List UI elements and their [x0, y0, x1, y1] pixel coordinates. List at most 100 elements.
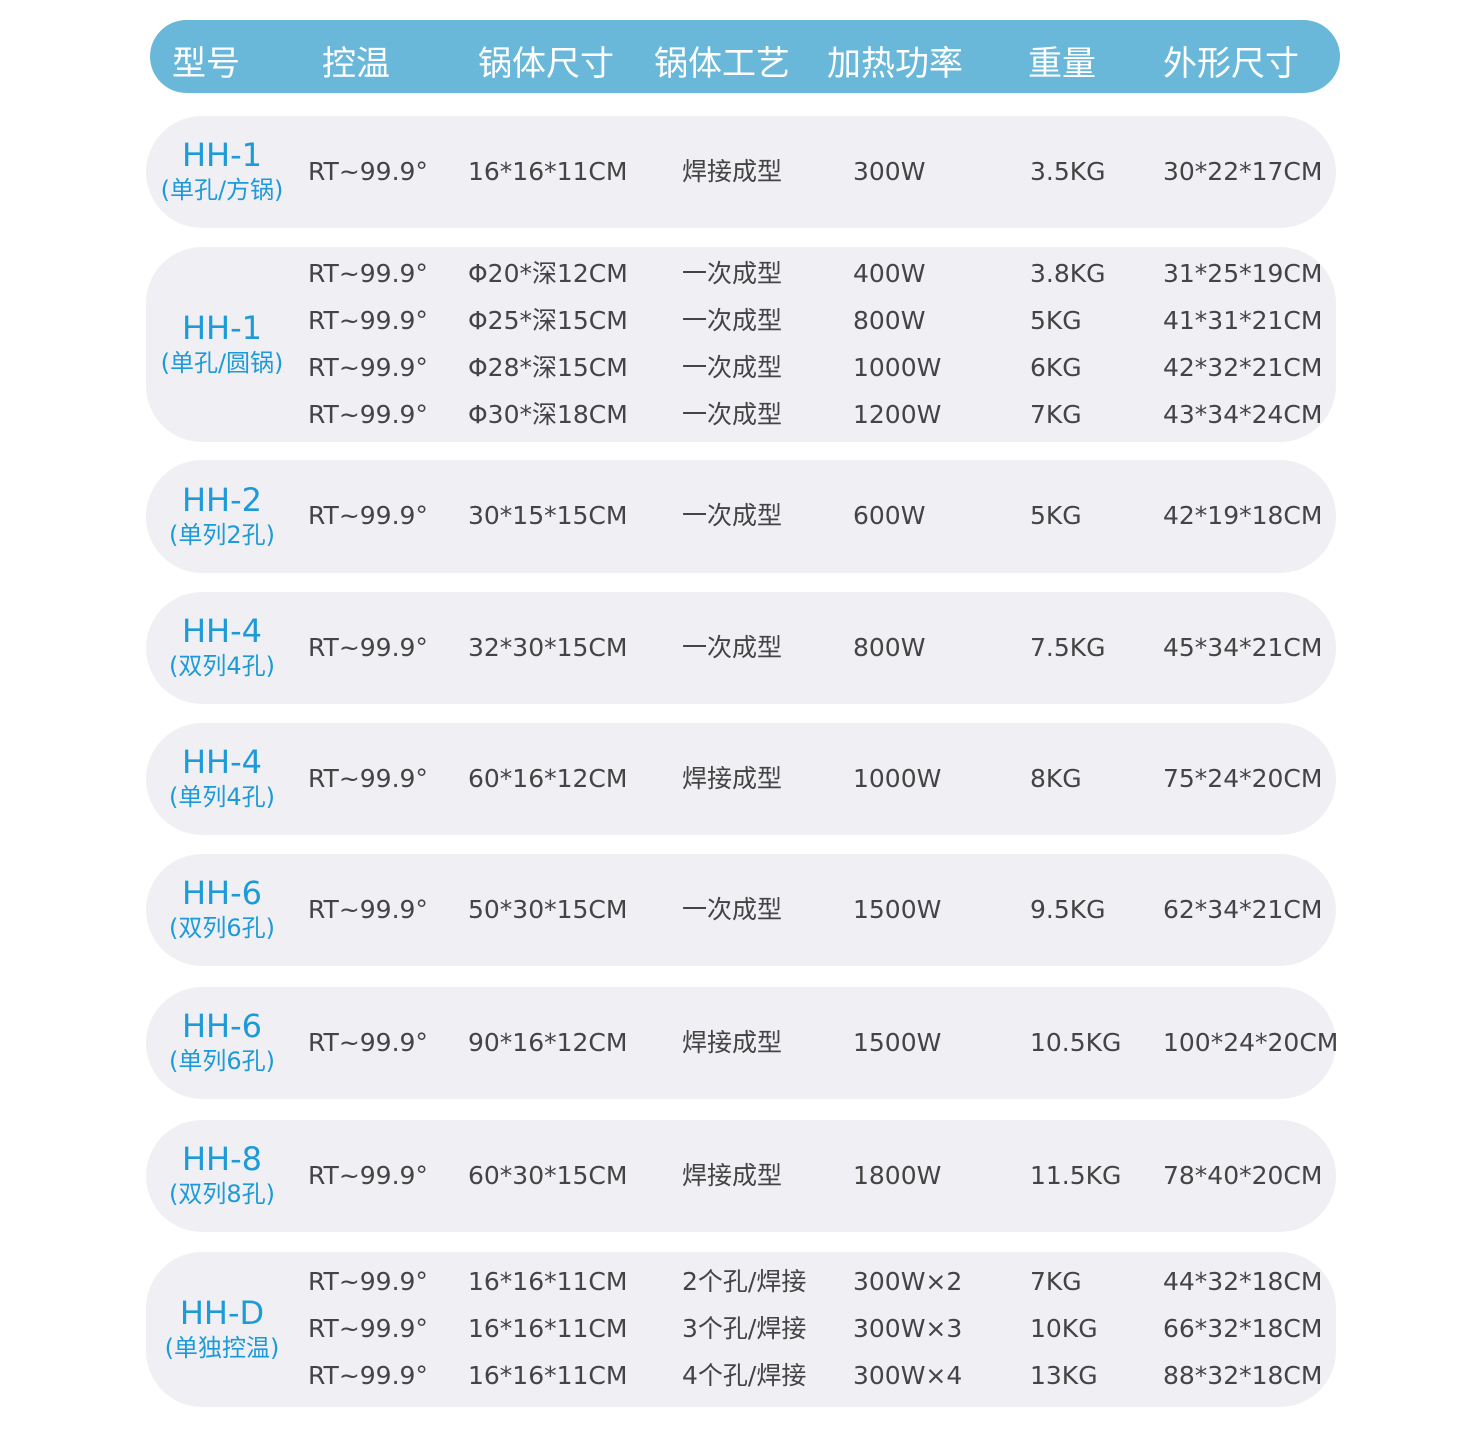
- header-dimensions: 外形尺寸: [1163, 44, 1299, 84]
- cell-heating-power: 1000W: [853, 763, 942, 793]
- model-variant: (单列6孔): [169, 1047, 275, 1075]
- table-row: HH-1 (单孔/方锅) RT~99.9° 16*16*11CM 焊接成型 300W 3.5…: [146, 116, 1336, 228]
- cell-weight: 5KG: [1030, 305, 1082, 335]
- cell-pot-size: 60*16*12CM: [468, 763, 628, 793]
- spec-line: RT~99.9° 60*16*12CM 焊接成型 1000W 8KG 75*24*20CM: [146, 759, 1336, 799]
- model-name: HH-1: [181, 136, 263, 174]
- model-variant: (单列4孔): [169, 783, 275, 811]
- cell-temp-control: RT~99.9°: [308, 1314, 428, 1343]
- cell-weight: 10.5KG: [1030, 1027, 1122, 1057]
- header-pot-size: 锅体尺寸: [478, 44, 614, 84]
- model-cell: HH-6 (单列6孔): [146, 1007, 298, 1077]
- cell-pot-craft: 一次成型: [682, 305, 783, 335]
- cell-weight: 13KG: [1030, 1361, 1098, 1390]
- cell-dimensions: 42*32*21CM: [1163, 352, 1323, 382]
- model-variant: (单孔/方锅): [160, 176, 284, 204]
- model-cell: HH-2 (单列2孔): [146, 481, 298, 551]
- model-name: HH-D: [179, 1293, 265, 1332]
- cell-temp-control: RT~99.9°: [308, 1160, 428, 1190]
- cell-heating-power: 1500W: [853, 894, 942, 924]
- cell-heating-power: 1800W: [853, 1160, 942, 1190]
- model-cell: HH-D (单独控温): [146, 1294, 298, 1364]
- cell-heating-power: 300W×3: [853, 1314, 963, 1343]
- cell-pot-size: Φ20*深12CM: [468, 258, 628, 288]
- cell-temp-control: RT~99.9°: [308, 894, 428, 924]
- cell-dimensions: 42*19*18CM: [1163, 501, 1323, 530]
- cell-heating-power: 1500W: [853, 1027, 942, 1057]
- cell-weight: 9.5KG: [1030, 894, 1106, 924]
- cell-pot-size: 30*15*15CM: [468, 501, 628, 530]
- cell-temp-control: RT~99.9°: [308, 258, 428, 288]
- cell-dimensions: 75*24*20CM: [1163, 763, 1323, 793]
- header-model: 型号: [172, 44, 240, 84]
- model-variant: (单独控温): [164, 1333, 280, 1362]
- cell-pot-craft: 焊接成型: [682, 763, 783, 793]
- cell-heating-power: 1200W: [853, 399, 942, 429]
- model-variant: (双列8孔): [169, 1180, 275, 1208]
- spec-line: RT~99.9° 16*16*11CM 焊接成型 300W 3.5KG 30*22*17C…: [146, 152, 1336, 192]
- model-name: HH-6: [181, 1007, 263, 1045]
- cell-temp-control: RT~99.9°: [308, 352, 428, 382]
- spec-line: RT~99.9° 16*16*11CM 2个孔/焊接 300W×2 7KG 44*32*1…: [146, 1262, 1336, 1302]
- spec-line: RT~99.9° 32*30*15CM 一次成型 800W 7.5KG 45*34*21C…: [146, 628, 1336, 668]
- cell-pot-craft: 4个孔/焊接: [682, 1361, 807, 1390]
- cell-pot-size: 16*16*11CM: [468, 1314, 628, 1343]
- cell-heating-power: 1000W: [853, 352, 942, 382]
- cell-weight: 7.5KG: [1030, 632, 1106, 662]
- table-row: HH-4 (单列4孔) RT~99.9° 60*16*12CM 焊接成型 1000W 8KG…: [146, 723, 1336, 835]
- spec-line: RT~99.9° 90*16*12CM 焊接成型 1500W 10.5KG 100*24*…: [146, 1023, 1338, 1063]
- cell-dimensions: 44*32*18CM: [1163, 1267, 1323, 1296]
- model-name: HH-1: [181, 308, 263, 347]
- cell-pot-craft: 一次成型: [682, 501, 783, 530]
- cell-temp-control: RT~99.9°: [308, 1361, 428, 1390]
- cell-pot-size: 32*30*15CM: [468, 632, 628, 662]
- cell-dimensions: 31*25*19CM: [1163, 258, 1323, 288]
- model-variant: (双列6孔): [169, 914, 275, 942]
- cell-pot-size: 16*16*11CM: [468, 1267, 628, 1296]
- cell-temp-control: RT~99.9°: [308, 399, 428, 429]
- header-weight: 重量: [1028, 44, 1096, 84]
- cell-pot-craft: 一次成型: [682, 632, 783, 662]
- cell-pot-craft: 一次成型: [682, 352, 783, 382]
- model-name: HH-4: [181, 612, 263, 650]
- cell-heating-power: 300W×4: [853, 1361, 963, 1390]
- spec-line: RT~99.9° 50*30*15CM 一次成型 1500W 9.5KG 62*34*21…: [146, 890, 1336, 930]
- model-cell: HH-1 (单孔/方锅): [146, 136, 298, 206]
- cell-heating-power: 400W: [853, 258, 926, 288]
- cell-pot-size: Φ30*深18CM: [468, 399, 628, 429]
- cell-heating-power: 600W: [853, 501, 926, 530]
- cell-dimensions: 30*22*17CM: [1163, 156, 1323, 186]
- header-pot-craft: 锅体工艺: [654, 44, 790, 84]
- cell-weight: 7KG: [1030, 399, 1082, 429]
- table-header: 型号 控温 锅体尺寸 锅体工艺 加热功率 重量 外形尺寸: [150, 20, 1340, 93]
- spec-line: RT~99.9° Φ30*深18CM 一次成型 1200W 7KG 43*34*24CM: [146, 395, 1336, 435]
- spec-line: RT~99.9° 30*15*15CM 一次成型 600W 5KG 42*19*18CM: [146, 496, 1336, 536]
- model-name: HH-2: [181, 480, 263, 519]
- cell-dimensions: 88*32*18CM: [1163, 1361, 1323, 1390]
- spec-line: RT~99.9° 16*16*11CM 4个孔/焊接 300W×4 13KG 88*32*…: [146, 1356, 1336, 1396]
- table-row: HH-6 (双列6孔) RT~99.9° 50*30*15CM 一次成型 1500W 9.5…: [146, 854, 1336, 966]
- model-variant: (单孔/圆锅): [160, 348, 284, 377]
- cell-dimensions: 62*34*21CM: [1163, 894, 1323, 924]
- cell-pot-size: 60*30*15CM: [468, 1160, 628, 1190]
- model-cell: HH-8 (双列8孔): [146, 1140, 298, 1210]
- cell-dimensions: 43*34*24CM: [1163, 399, 1323, 429]
- model-variant: (单列2孔): [169, 520, 275, 549]
- table-row: HH-2 (单列2孔) RT~99.9° 30*15*15CM 一次成型 600W 5KG 4…: [146, 460, 1336, 573]
- cell-weight: 6KG: [1030, 352, 1082, 382]
- cell-weight: 3.8KG: [1030, 258, 1106, 288]
- model-cell: HH-6 (双列6孔): [146, 874, 298, 944]
- spec-line: RT~99.9° Φ28*深15CM 一次成型 1000W 6KG 42*32*21CM: [146, 348, 1336, 388]
- cell-dimensions: 78*40*20CM: [1163, 1160, 1323, 1190]
- cell-pot-craft: 焊接成型: [682, 1160, 783, 1190]
- cell-dimensions: 45*34*21CM: [1163, 632, 1323, 662]
- table-row: HH-8 (双列8孔) RT~99.9° 60*30*15CM 焊接成型 1800W 11.…: [146, 1120, 1336, 1232]
- header-heating-power: 加热功率: [827, 44, 963, 84]
- spec-line: RT~99.9° Φ20*深12CM 一次成型 400W 3.8KG 31*25*19CM: [146, 254, 1336, 294]
- spec-line: RT~99.9° 60*30*15CM 焊接成型 1800W 11.5KG 78*40*2…: [146, 1156, 1336, 1196]
- cell-pot-craft: 焊接成型: [682, 1027, 783, 1057]
- table-row: HH-1 (单孔/圆锅) RT~99.9° Φ20*深12CM 一次成型 400W 3.8K…: [146, 247, 1336, 442]
- cell-weight: 5KG: [1030, 501, 1082, 530]
- cell-pot-craft: 一次成型: [682, 399, 783, 429]
- cell-heating-power: 300W: [853, 156, 926, 186]
